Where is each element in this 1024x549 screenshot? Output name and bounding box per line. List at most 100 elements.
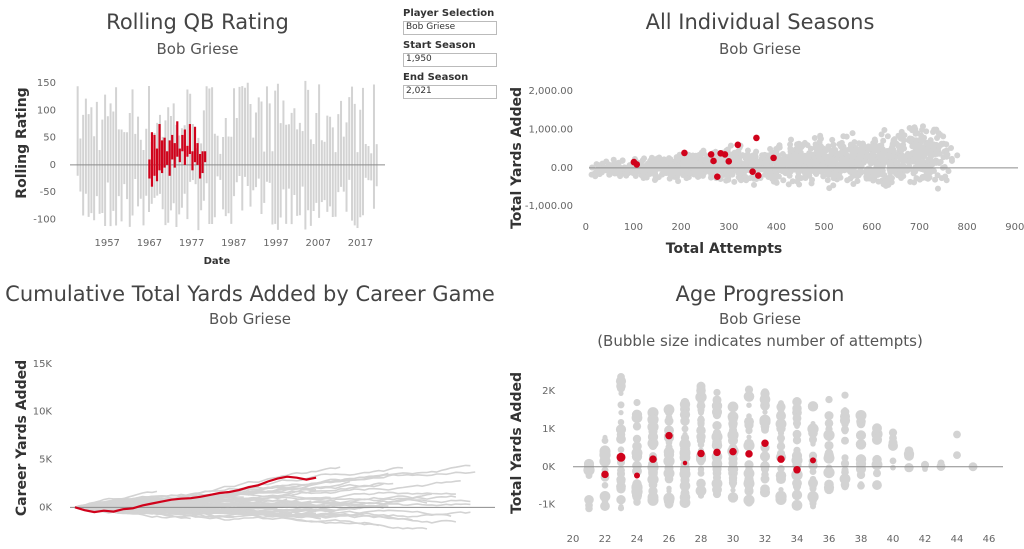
background-age-bubble bbox=[648, 407, 658, 417]
x-tick-label: 28 bbox=[695, 534, 708, 545]
background-season-point bbox=[706, 168, 713, 175]
background-season-point bbox=[619, 157, 626, 164]
background-season-point bbox=[731, 178, 738, 185]
background-season-point bbox=[865, 146, 872, 153]
background-season-point bbox=[795, 146, 802, 153]
background-age-bubble bbox=[728, 433, 738, 443]
background-season-point bbox=[838, 139, 845, 146]
background-age-bubble bbox=[809, 468, 817, 476]
background-season-point bbox=[940, 140, 947, 147]
background-age-bubble bbox=[872, 423, 882, 434]
background-season-point bbox=[900, 173, 907, 180]
rolling-rating-chart[interactable]: 150 100 50 0 -50 -100 1957 1967 1977 1987 1997 2007… bbox=[0, 0, 395, 275]
highlight-season-point bbox=[707, 151, 715, 158]
background-season-point bbox=[930, 128, 937, 135]
background-season-point bbox=[907, 178, 914, 185]
y-tick-label: 100 bbox=[37, 105, 56, 116]
background-season-point bbox=[817, 167, 824, 174]
background-age-bubble bbox=[728, 476, 738, 485]
age-progression-chart[interactable]: 2K 1K 0K -1K 20 22 24 26 28 30 32 34 36 38 40 42 44 46 Tot… bbox=[505, 278, 1024, 549]
background-season-point bbox=[805, 154, 812, 161]
background-season-point bbox=[757, 159, 764, 166]
y-tick-label: -100 bbox=[33, 214, 56, 225]
background-age-bubble bbox=[633, 498, 641, 506]
background-age-bubble bbox=[889, 434, 897, 443]
background-age-bubble bbox=[824, 411, 834, 421]
background-age-bubble bbox=[729, 411, 737, 419]
background-age-bubble bbox=[712, 473, 722, 482]
highlight-season-point bbox=[681, 149, 688, 157]
background-season-point bbox=[882, 182, 889, 189]
cumulative-yards-chart[interactable]: 15K 10K 5K 0K Career Yards Added bbox=[0, 278, 500, 549]
highlight-season-point bbox=[721, 151, 729, 158]
background-season-point bbox=[818, 161, 825, 168]
chart-subtitle: Bob Griese bbox=[209, 310, 291, 328]
y-tick-label: 0 bbox=[50, 160, 56, 171]
background-age-bubble bbox=[728, 458, 738, 468]
background-season-point bbox=[811, 135, 818, 142]
player-selection-input[interactable]: Bob Griese bbox=[403, 21, 497, 35]
x-tick-label: 1997 bbox=[263, 238, 288, 249]
background-season-point bbox=[817, 135, 824, 142]
background-season-point bbox=[829, 136, 836, 143]
background-age-bubble bbox=[650, 413, 656, 420]
background-season-point bbox=[871, 136, 878, 143]
end-season-label: End Season bbox=[403, 72, 469, 83]
background-season-point bbox=[816, 149, 823, 156]
background-season-point bbox=[831, 170, 838, 177]
background-season-point bbox=[829, 147, 836, 154]
background-age-bubble bbox=[697, 416, 705, 424]
background-season-point bbox=[809, 151, 816, 158]
background-season-point bbox=[909, 143, 916, 150]
background-season-point bbox=[646, 171, 653, 178]
background-season-point bbox=[732, 149, 739, 156]
x-tick-label: 2007 bbox=[306, 238, 331, 249]
background-age-bubble bbox=[730, 487, 736, 493]
background-age-bubble bbox=[839, 473, 851, 485]
background-season-point bbox=[912, 152, 919, 159]
x-tick-label: 22 bbox=[599, 534, 612, 545]
start-season-input[interactable]: 1,950 bbox=[403, 53, 497, 67]
background-age-bubble bbox=[696, 381, 706, 391]
background-age-bubble bbox=[809, 435, 817, 444]
y-axis-label: Career Yards Added bbox=[14, 360, 30, 516]
x-tick-label: 800 bbox=[958, 222, 977, 233]
background-age-bubble bbox=[792, 436, 802, 445]
background-age-bubble bbox=[871, 434, 883, 445]
chart-subtitle: Bob Griese bbox=[719, 310, 801, 328]
background-age-bubble bbox=[712, 429, 722, 438]
background-season-point bbox=[840, 133, 847, 140]
background-season-point bbox=[943, 177, 950, 184]
background-season-point bbox=[666, 158, 673, 165]
x-tick-label: 36 bbox=[823, 534, 836, 545]
background-age-bubble bbox=[855, 409, 867, 421]
x-tick-label: 44 bbox=[951, 534, 964, 545]
background-age-bubble bbox=[617, 505, 625, 512]
background-career-line bbox=[74, 500, 220, 509]
background-age-bubble bbox=[776, 434, 786, 443]
background-age-bubble bbox=[648, 480, 658, 490]
background-age-bubble bbox=[695, 453, 707, 465]
background-season-point bbox=[612, 168, 619, 175]
background-season-point bbox=[906, 135, 913, 142]
background-age-bubble bbox=[712, 479, 722, 489]
background-age-bubble bbox=[953, 430, 961, 439]
background-age-bubble bbox=[617, 418, 625, 426]
x-tick-label: 1957 bbox=[94, 238, 119, 249]
y-tick-label: 15K bbox=[33, 359, 53, 370]
seasons-scatter-chart[interactable]: 2,000.00 1,000.00 0.00 -1,000.00 0 100 200 300 4… bbox=[505, 0, 1024, 275]
background-age-bubble bbox=[794, 494, 800, 501]
background-season-point bbox=[911, 124, 918, 131]
background-season-point bbox=[795, 174, 802, 181]
background-age-bubble bbox=[681, 468, 689, 475]
x-tick-label: 32 bbox=[759, 534, 772, 545]
background-age-bubble bbox=[872, 480, 882, 490]
background-season-point bbox=[779, 150, 786, 157]
cumulative-yards-panel: Cumulative Total Yards Added by Career G… bbox=[0, 278, 500, 549]
y-tick-label: 1,000.00 bbox=[528, 124, 573, 135]
highlight-age-bubble bbox=[810, 457, 816, 464]
x-tick-label: 40 bbox=[887, 534, 900, 545]
background-season-point bbox=[640, 170, 647, 177]
background-age-bubble bbox=[712, 395, 722, 405]
end-season-input[interactable]: 2,021 bbox=[403, 85, 497, 99]
